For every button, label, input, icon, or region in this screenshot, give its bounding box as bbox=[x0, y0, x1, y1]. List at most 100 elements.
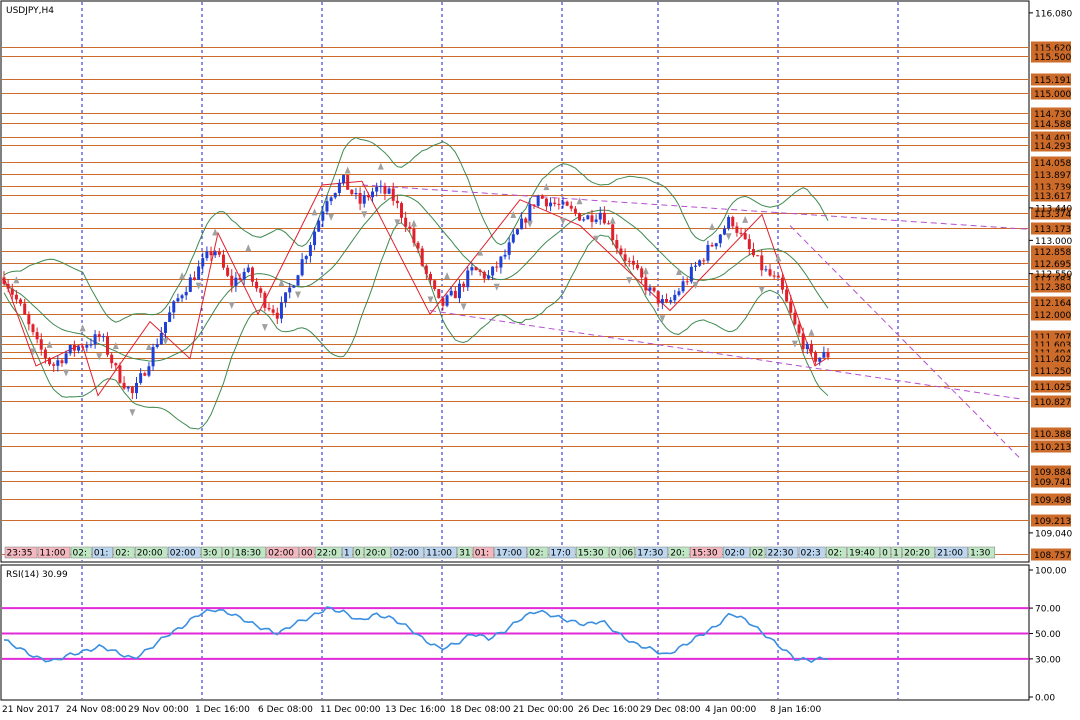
candle-body bbox=[122, 382, 126, 389]
level-label: 108.757 bbox=[1034, 551, 1071, 561]
time-tag-label: 15:30 bbox=[578, 549, 604, 559]
time-tag-label: 23:35 bbox=[7, 549, 33, 559]
candle-body bbox=[520, 218, 524, 230]
candle-body bbox=[180, 295, 184, 299]
candle-body bbox=[689, 266, 693, 282]
candle-body bbox=[147, 366, 151, 376]
time-tag bbox=[689, 546, 723, 559]
candle-body bbox=[582, 219, 586, 221]
time-axis-label: 13 Dec 16:00 bbox=[385, 705, 446, 715]
time-tag bbox=[575, 546, 609, 559]
level-label: 112.164 bbox=[1034, 299, 1071, 309]
time-tag bbox=[134, 546, 168, 559]
candle-body bbox=[197, 266, 201, 280]
candle-body bbox=[474, 267, 478, 271]
candle-body bbox=[428, 273, 432, 281]
candle-body bbox=[735, 226, 739, 233]
level-label: 114.730 bbox=[1034, 110, 1071, 120]
candle-body bbox=[515, 229, 519, 235]
price-scale-label: 113.000 bbox=[1035, 237, 1072, 247]
level-label: 109.741 bbox=[1034, 478, 1071, 488]
bollinger-bands bbox=[3, 136, 829, 430]
candle-body bbox=[155, 344, 159, 348]
level-tag bbox=[1031, 380, 1071, 393]
candle-body bbox=[760, 255, 764, 271]
level-tag bbox=[1031, 427, 1071, 440]
fractal-down-marker bbox=[29, 348, 36, 356]
vertical-grid bbox=[81, 2, 899, 699]
fractal-down-marker bbox=[626, 277, 633, 285]
candle-body bbox=[470, 267, 474, 271]
candle-body bbox=[714, 243, 718, 247]
time-tag bbox=[902, 546, 935, 559]
candle-body bbox=[578, 212, 582, 221]
fractal-down-marker bbox=[725, 233, 732, 241]
candle-body bbox=[387, 188, 391, 194]
level-tag bbox=[1031, 395, 1071, 408]
time-tag-label: 02:00 bbox=[170, 549, 196, 559]
level-tag bbox=[1031, 189, 1071, 202]
candle-body bbox=[677, 291, 681, 295]
fractal-down-marker bbox=[228, 302, 235, 310]
candle-body bbox=[23, 303, 27, 315]
time-tag bbox=[92, 546, 114, 559]
fractal-up-marker bbox=[311, 208, 318, 216]
level-label: 114.058 bbox=[1034, 159, 1071, 169]
time-axis-label: 21 Dec 00:00 bbox=[513, 705, 574, 715]
price-scale-label: 112.550 bbox=[1035, 270, 1072, 280]
time-tag bbox=[266, 546, 299, 559]
candle-body bbox=[395, 200, 399, 204]
level-label: 109.498 bbox=[1034, 496, 1071, 506]
fractal-up-marker bbox=[444, 272, 451, 280]
time-tag bbox=[668, 546, 690, 559]
candle-body bbox=[619, 248, 623, 255]
candle-body bbox=[159, 332, 163, 345]
fractal-down-marker bbox=[261, 324, 268, 332]
level-tag bbox=[1031, 168, 1071, 181]
candle-body bbox=[221, 254, 225, 268]
fractal-up-marker bbox=[46, 340, 53, 348]
candle-body bbox=[114, 363, 118, 366]
candle-body bbox=[48, 357, 52, 365]
candle-body bbox=[379, 185, 383, 187]
time-tag-label: 18:30 bbox=[235, 549, 261, 559]
candle-body bbox=[482, 271, 486, 279]
fractal-down-marker bbox=[559, 217, 566, 225]
horizontal-levels bbox=[2, 47, 1029, 555]
candle-body bbox=[772, 275, 776, 277]
candle-body bbox=[350, 189, 354, 195]
candle-body bbox=[192, 277, 196, 280]
candle-body bbox=[400, 203, 404, 218]
time-tag bbox=[472, 546, 494, 559]
time-tag-label: 02 bbox=[752, 549, 763, 559]
chart-title: USDJPY,H4 bbox=[6, 6, 54, 16]
candle-body bbox=[358, 193, 362, 204]
candle-body bbox=[81, 346, 85, 348]
candle-body bbox=[371, 191, 375, 198]
candle-body bbox=[611, 224, 615, 241]
candle-body bbox=[710, 244, 714, 247]
time-axis-label: 21 Nov 2017 bbox=[2, 705, 60, 715]
candle-body bbox=[793, 312, 797, 325]
candle-body bbox=[805, 343, 809, 350]
candle-body bbox=[284, 292, 288, 303]
candle-body bbox=[540, 195, 544, 199]
candle-body bbox=[731, 217, 735, 227]
level-label: 112.695 bbox=[1034, 260, 1071, 270]
candle-body bbox=[168, 312, 172, 322]
candle-body bbox=[751, 249, 755, 256]
level-tag bbox=[1031, 548, 1071, 561]
level-tag bbox=[1031, 139, 1071, 152]
candle-body bbox=[528, 204, 532, 223]
level-tag bbox=[1031, 222, 1071, 235]
candle-body bbox=[809, 343, 813, 352]
candle-body bbox=[594, 219, 598, 222]
candle-body bbox=[296, 275, 300, 286]
candle-body bbox=[702, 260, 706, 262]
candle-body bbox=[329, 197, 333, 202]
band-upper bbox=[3, 136, 829, 323]
time-tag-label: 01: bbox=[475, 549, 489, 559]
candles bbox=[2, 174, 830, 400]
candle-body bbox=[801, 333, 805, 350]
